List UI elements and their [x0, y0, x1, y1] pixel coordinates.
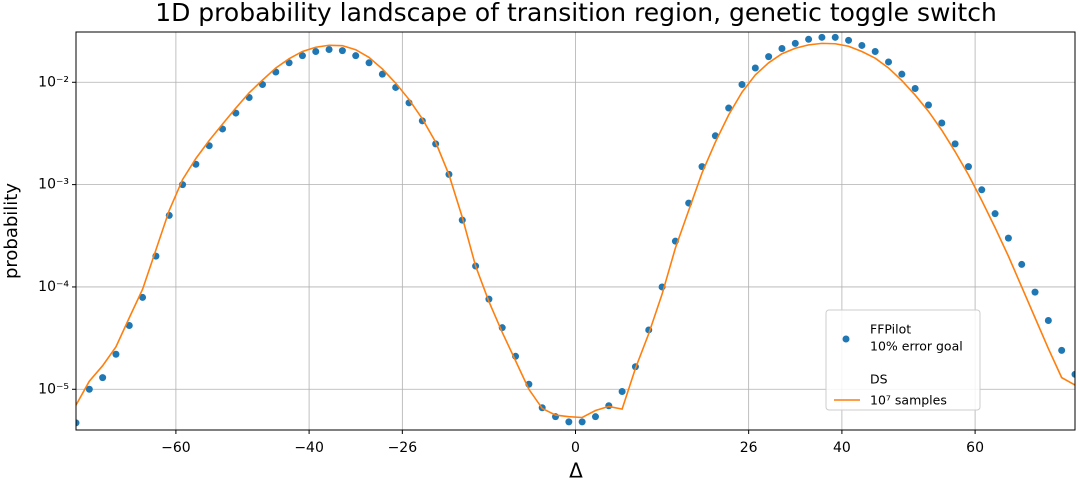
legend-note: 10⁷ samples	[870, 393, 947, 408]
data-point	[964, 163, 972, 171]
data-point	[805, 35, 813, 43]
data-point	[898, 70, 906, 78]
legend-box	[825, 309, 981, 411]
x-tick-label: −26	[388, 440, 418, 456]
plot-area	[76, 33, 1075, 427]
data-point	[765, 53, 773, 61]
data-point	[924, 101, 932, 109]
data-point	[85, 385, 93, 393]
data-point	[325, 46, 333, 54]
data-point	[911, 84, 919, 92]
y-tick-label: 10⁻²	[38, 74, 69, 90]
data-point	[1004, 234, 1012, 242]
x-tick-label: 0	[571, 440, 580, 456]
x-tick-label: −40	[294, 440, 324, 456]
data-point	[338, 47, 346, 55]
data-point	[818, 33, 826, 41]
data-point	[99, 374, 107, 382]
data-point	[125, 321, 133, 329]
data-point	[831, 33, 839, 41]
data-point	[871, 47, 879, 55]
data-point	[725, 104, 733, 112]
y-tick-label: 10⁻⁵	[38, 381, 69, 397]
data-point	[885, 58, 893, 66]
data-point	[751, 64, 759, 72]
legend-note: 10% error goal	[870, 339, 963, 354]
data-point	[139, 293, 147, 301]
data-point	[591, 413, 599, 421]
data-point	[778, 44, 786, 52]
x-tick-label: −60	[161, 440, 191, 456]
y-axis-label: probability	[1, 183, 22, 279]
data-point	[845, 36, 853, 44]
data-point	[938, 119, 946, 127]
plot-frame	[75, 31, 1076, 431]
x-tick-label: 40	[833, 440, 851, 456]
data-point	[738, 81, 746, 89]
data-point	[112, 350, 120, 358]
data-point	[312, 47, 320, 55]
legend-marker	[842, 335, 850, 343]
data-point	[378, 70, 386, 78]
data-point	[352, 52, 360, 60]
legend-label: FFPilot	[870, 322, 911, 337]
data-point	[365, 59, 373, 67]
data-point	[285, 59, 293, 67]
data-point	[618, 388, 626, 396]
x-tick-label: 26	[740, 440, 758, 456]
x-axis-label: Δ	[569, 459, 583, 483]
data-point	[1031, 288, 1039, 296]
chart-title: 1D probability landscape of transition r…	[155, 0, 997, 27]
data-point	[578, 418, 586, 426]
data-point	[1018, 260, 1026, 268]
data-point	[1071, 370, 1075, 378]
data-point	[858, 41, 866, 49]
data-point	[298, 52, 306, 60]
data-point	[1044, 317, 1052, 325]
data-point	[76, 419, 80, 427]
data-line	[76, 42, 1075, 419]
x-tick-label: 60	[966, 440, 984, 456]
data-point	[991, 210, 999, 218]
data-point	[1058, 346, 1066, 354]
data-point	[565, 418, 573, 426]
data-point	[978, 186, 986, 194]
data-point	[791, 39, 799, 47]
y-tick-label: 10⁻³	[38, 177, 69, 193]
y-tick-label: 10⁻⁴	[38, 279, 69, 295]
legend-label: DS	[870, 372, 888, 387]
data-point	[951, 140, 959, 148]
